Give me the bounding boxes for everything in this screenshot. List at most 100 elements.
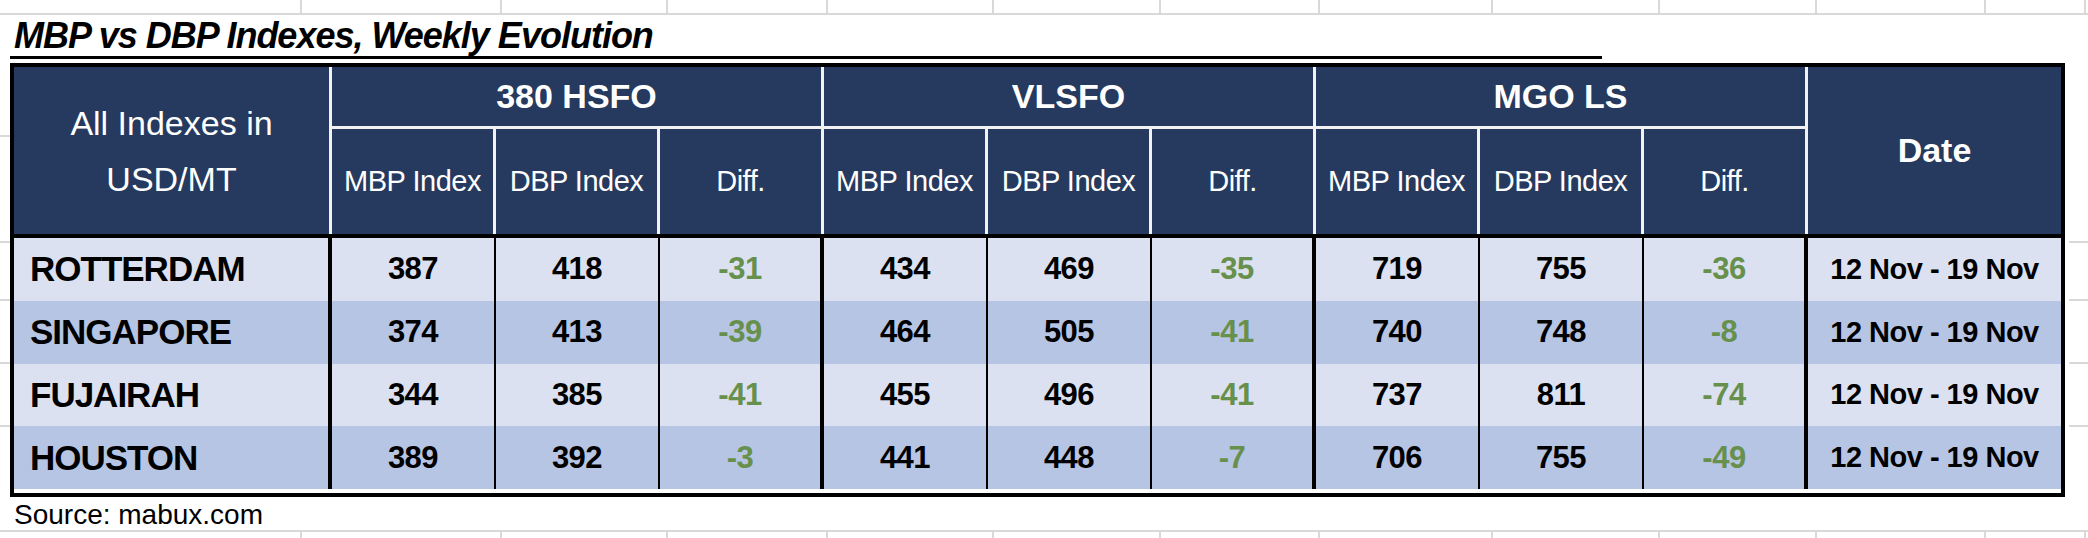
value-cell: 448 (988, 426, 1152, 489)
diff-cell: -31 (660, 238, 824, 301)
value-cell: 387 (332, 238, 496, 301)
diff-cell: -7 (1152, 426, 1316, 489)
diff-cell: -41 (1152, 301, 1316, 364)
subheader-mbp-index: MBP Index (824, 129, 988, 234)
value-cell: 719 (1316, 238, 1480, 301)
diff-cell: -49 (1644, 426, 1808, 489)
subheader-diff: Diff. (660, 129, 824, 234)
value-cell: 374 (332, 301, 496, 364)
diff-cell: -41 (1152, 364, 1316, 427)
gridline (0, 362, 10, 364)
gridline (2084, 0, 2086, 13)
value-cell: 469 (988, 238, 1152, 301)
group-header-380hsfo: 380 HSFO (332, 67, 824, 129)
value-cell: 385 (496, 364, 660, 427)
port-cell: HOUSTON (14, 426, 332, 489)
value-cell: 413 (496, 301, 660, 364)
gridline (1984, 0, 1986, 13)
table-header: All Indexes in USD/MT 380 HSFO VLSFO MGO… (14, 67, 2061, 238)
title-underline (10, 56, 1602, 59)
gridline (1491, 531, 1493, 538)
corner-header: All Indexes in USD/MT (14, 67, 332, 234)
gridline (2069, 241, 2088, 243)
value-cell: 811 (1480, 364, 1644, 427)
gridline (500, 531, 502, 538)
value-cell: 418 (496, 238, 660, 301)
gridline (826, 0, 828, 13)
date-cell: 12 Nov - 19 Nov (1808, 238, 2061, 301)
diff-cell: -3 (660, 426, 824, 489)
value-cell: 505 (988, 301, 1152, 364)
value-cell: 737 (1316, 364, 1480, 427)
gridline (992, 0, 994, 13)
diff-cell: -8 (1644, 301, 1808, 364)
date-cell: 12 Nov - 19 Nov (1808, 364, 2061, 427)
gridline (2069, 362, 2088, 364)
subheader-diff: Diff. (1644, 129, 1808, 234)
gridline (992, 531, 994, 538)
gridline (1658, 0, 1660, 13)
gridline (300, 0, 302, 13)
gridline (1658, 531, 1660, 538)
gridline (0, 299, 10, 301)
table-body: ROTTERDAM 387 418 -31 434 469 -35 719 75… (14, 238, 2061, 489)
value-cell: 740 (1316, 301, 1480, 364)
value-cell: 496 (988, 364, 1152, 427)
gridline (2069, 425, 2088, 427)
gridline (1159, 531, 1161, 538)
group-header-vlsfo: VLSFO (824, 67, 1316, 129)
value-cell: 755 (1480, 238, 1644, 301)
value-cell: 389 (332, 426, 496, 489)
value-cell: 441 (824, 426, 988, 489)
diff-cell: -36 (1644, 238, 1808, 301)
gridline (666, 531, 668, 538)
date-cell: 12 Nov - 19 Nov (1808, 426, 2061, 489)
date-column-header: Date (1808, 67, 2061, 234)
gridline (1318, 531, 1320, 538)
gridline (1318, 0, 1320, 13)
spreadsheet-canvas: MBP vs DBP Indexes, Weekly Evolution All… (0, 0, 2088, 538)
page-title: MBP vs DBP Indexes, Weekly Evolution (14, 15, 653, 57)
gridline (2084, 531, 2086, 538)
gridline (1984, 531, 1986, 538)
gridline (666, 0, 668, 13)
subheader-dbp-index: DBP Index (496, 129, 660, 234)
gridline (500, 0, 502, 13)
indexes-table: All Indexes in USD/MT 380 HSFO VLSFO MGO… (10, 63, 2065, 497)
diff-cell: -74 (1644, 364, 1808, 427)
port-cell: SINGAPORE (14, 301, 332, 364)
value-cell: 706 (1316, 426, 1480, 489)
subheader-dbp-index: DBP Index (1480, 129, 1644, 234)
gridline (1815, 531, 1817, 538)
gridline (0, 241, 10, 243)
diff-cell: -41 (660, 364, 824, 427)
diff-cell: -35 (1152, 238, 1316, 301)
gridline (1159, 0, 1161, 13)
value-cell: 755 (1480, 426, 1644, 489)
gridline (0, 425, 10, 427)
value-cell: 344 (332, 364, 496, 427)
value-cell: 464 (824, 301, 988, 364)
subheader-dbp-index: DBP Index (988, 129, 1152, 234)
gridline (2069, 299, 2088, 301)
diff-cell: -39 (660, 301, 824, 364)
value-cell: 748 (1480, 301, 1644, 364)
value-cell: 392 (496, 426, 660, 489)
source-note: Source: mabux.com (14, 499, 263, 531)
port-cell: FUJAIRAH (14, 364, 332, 427)
subheader-mbp-index: MBP Index (1316, 129, 1480, 234)
port-cell: ROTTERDAM (14, 238, 332, 301)
gridline (1815, 0, 1817, 13)
gridline (826, 531, 828, 538)
subheader-mbp-index: MBP Index (332, 129, 496, 234)
gridline (0, 135, 10, 137)
corner-header-line1: All Indexes in (70, 106, 272, 140)
corner-header-line2: USD/MT (106, 162, 236, 196)
gridline (1491, 0, 1493, 13)
value-cell: 434 (824, 238, 988, 301)
gridline (300, 531, 302, 538)
date-cell: 12 Nov - 19 Nov (1808, 301, 2061, 364)
value-cell: 455 (824, 364, 988, 427)
group-header-mgols: MGO LS (1316, 67, 1808, 129)
gridline (0, 530, 2088, 532)
